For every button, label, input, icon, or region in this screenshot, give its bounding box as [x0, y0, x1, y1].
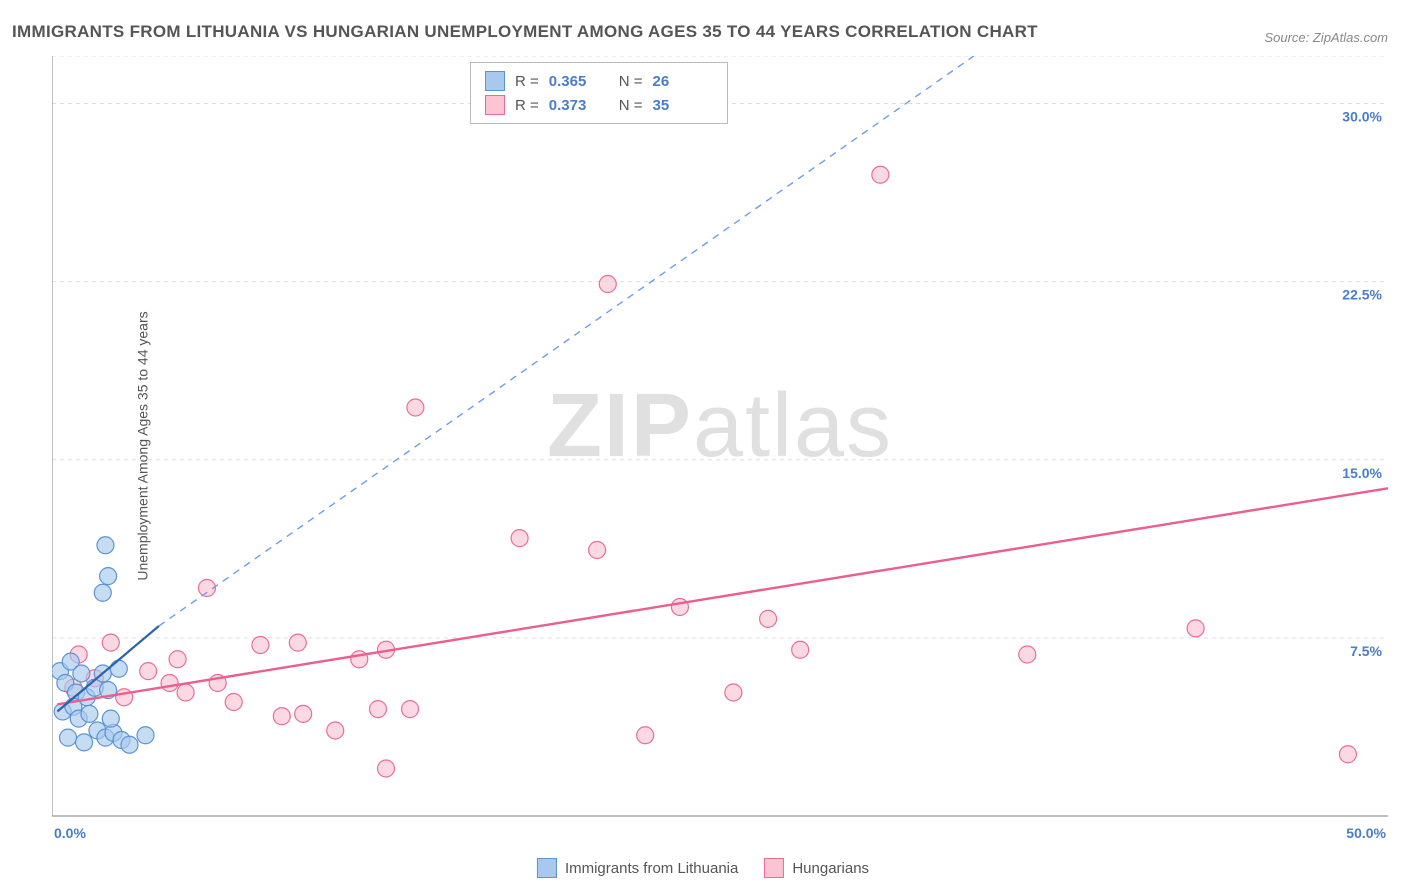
legend-row-hungarians: R = 0.373 N = 35 [481, 93, 717, 117]
r-label: R = [515, 97, 539, 114]
n-label: N = [619, 73, 643, 90]
r-value-blue: 0.365 [549, 73, 609, 90]
watermark: ZIPatlas [547, 376, 893, 476]
legend-series: Immigrants from Lithuania Hungarians [537, 858, 869, 878]
legend-correlation: R = 0.365 N = 26 R = 0.373 N = 35 [470, 62, 728, 124]
n-value-pink: 35 [653, 97, 713, 114]
legend-item-lithuania: Immigrants from Lithuania [537, 858, 738, 878]
r-value-pink: 0.373 [549, 97, 609, 114]
legend-label-hungarians: Hungarians [792, 860, 869, 877]
x-tick-min: 0.0% [54, 825, 86, 841]
gridlines [52, 56, 1388, 638]
n-value-blue: 26 [653, 73, 713, 90]
swatch-blue-icon [537, 858, 557, 878]
swatch-pink-icon [764, 858, 784, 878]
legend-label-lithuania: Immigrants from Lithuania [565, 860, 738, 877]
x-tick-max: 50.0% [1346, 825, 1386, 841]
source-label: Source: ZipAtlas.com [1264, 30, 1388, 45]
svg-text:15.0%: 15.0% [1342, 465, 1382, 481]
svg-text:7.5%: 7.5% [1350, 643, 1382, 659]
legend-item-hungarians: Hungarians [764, 858, 869, 878]
svg-text:30.0%: 30.0% [1342, 109, 1382, 125]
swatch-blue-icon [485, 71, 505, 91]
chart-title: IMMIGRANTS FROM LITHUANIA VS HUNGARIAN U… [12, 22, 1038, 42]
legend-row-lithuania: R = 0.365 N = 26 [481, 69, 717, 93]
y-tick-labels: 7.5% 15.0% 22.5% 30.0% [1342, 109, 1382, 659]
swatch-pink-icon [485, 95, 505, 115]
r-label: R = [515, 73, 539, 90]
plot-area: ZIPatlas 7.5% 15.0% 22.5% 30.0% 0.0% 50.0% [52, 56, 1388, 842]
svg-text:22.5%: 22.5% [1342, 287, 1382, 303]
n-label: N = [619, 97, 643, 114]
chart-svg: ZIPatlas 7.5% 15.0% 22.5% 30.0% 0.0% 50.0% [52, 56, 1388, 842]
